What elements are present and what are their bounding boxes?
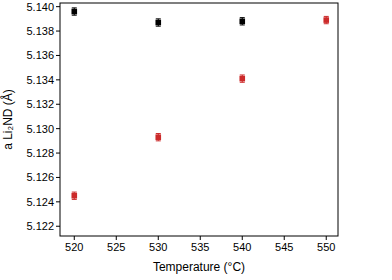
- y-tick-label: 5.124: [26, 196, 54, 208]
- x-tick-label: 540: [233, 241, 251, 253]
- error-bar-cap: [156, 133, 161, 134]
- y-tick-label: 5.138: [26, 25, 54, 37]
- x-tick-label: 535: [191, 241, 209, 253]
- error-bar: [240, 75, 245, 82]
- error-bar: [240, 18, 245, 25]
- error-bar-cap: [324, 23, 329, 24]
- x-tick: [200, 236, 201, 240]
- point: [239, 18, 245, 24]
- error-bar-cap: [72, 199, 77, 200]
- y-tick: [56, 177, 60, 178]
- error-bar-cap: [72, 15, 77, 16]
- x-tick-label: 525: [107, 241, 125, 253]
- error-bar-cap: [156, 18, 161, 19]
- y-tick: [56, 153, 60, 154]
- error-bar: [72, 8, 77, 15]
- point: [239, 76, 245, 82]
- x-tick-label: 550: [317, 241, 335, 253]
- x-tick-label: 530: [149, 241, 167, 253]
- y-tick-label: 5.128: [26, 147, 54, 159]
- chart: 520 525 530 535 540 545 550 5.122 5.124 5.126 5.12…: [0, 0, 392, 280]
- y-tick: [56, 55, 60, 56]
- x-tick: [158, 236, 159, 240]
- error-bar: [156, 134, 161, 141]
- y-tick: [56, 104, 60, 105]
- point: [71, 193, 77, 199]
- x-tick: [74, 236, 75, 240]
- y-tick-label: 5.140: [26, 1, 54, 13]
- y-tick: [56, 31, 60, 32]
- x-tick: [284, 236, 285, 240]
- x-tick-label: 520: [65, 241, 83, 253]
- error-bar-cap: [72, 192, 77, 193]
- y-tick: [56, 6, 60, 7]
- x-axis-label: Temperature (°C): [153, 260, 245, 274]
- error-bar-cap: [240, 82, 245, 83]
- y-tick-label: 5.126: [26, 171, 54, 183]
- x-tick: [116, 236, 117, 240]
- error-bar-cap: [72, 7, 77, 8]
- x-tick: [326, 236, 327, 240]
- y-tick-label: 5.134: [26, 74, 54, 86]
- y-axis-label: a Li₂ND (Å): [0, 89, 15, 150]
- x-tick-label: 545: [275, 241, 293, 253]
- y-tick: [56, 79, 60, 80]
- error-bar-cap: [240, 24, 245, 25]
- error-bar-cap: [240, 17, 245, 18]
- error-bar: [324, 16, 329, 23]
- data-layer: [71, 8, 329, 200]
- y-tick: [56, 226, 60, 227]
- point: [155, 134, 161, 140]
- error-bar: [72, 192, 77, 199]
- error-bar-cap: [324, 16, 329, 17]
- y-tick: [56, 128, 60, 129]
- point: [155, 20, 161, 26]
- error-bar: [156, 19, 161, 26]
- plot-frame: [60, 3, 338, 236]
- series: [71, 16, 329, 199]
- point: [71, 9, 77, 15]
- error-bar-cap: [156, 140, 161, 141]
- y-tick-label: 5.122: [26, 220, 54, 232]
- y-tick-label: 5.136: [26, 49, 54, 61]
- series: [71, 8, 245, 26]
- error-bar-cap: [156, 26, 161, 27]
- y-tick-label: 5.132: [26, 98, 54, 110]
- error-bar-cap: [240, 74, 245, 75]
- y-tick: [56, 201, 60, 202]
- x-tick: [242, 236, 243, 240]
- y-tick-label: 5.130: [26, 123, 54, 135]
- point: [323, 17, 329, 23]
